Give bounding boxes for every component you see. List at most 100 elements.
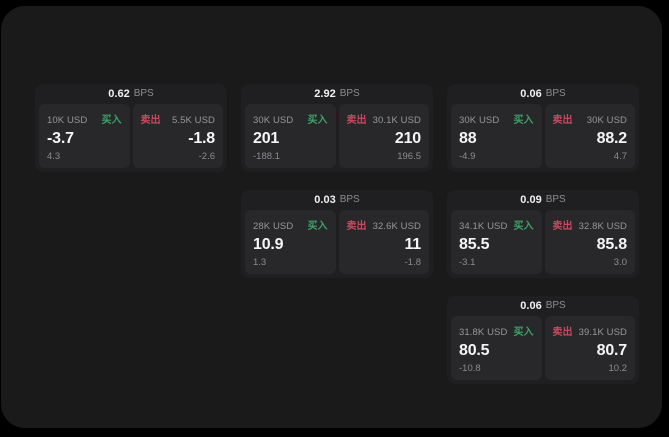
buy-amount: 31.8K USD [459, 327, 508, 338]
buy-price: 201 [253, 130, 280, 147]
sell-amount: 30.1K USD [372, 115, 421, 126]
sell-side-label: 卖出 [552, 115, 573, 126]
buy-amount: 28K USD [253, 221, 294, 232]
sell-amount: 32.8K USD [578, 221, 627, 232]
card-body: 10K USD 买入 -3.7 4.3 卖出 5.5K USD -1.8 -2.… [35, 104, 227, 172]
sell-panel[interactable]: 卖出 32.6K USD 11 -1.8 [338, 210, 429, 274]
card-body: 28K USD 买入 10.9 1.3 卖出 32.6K USD 11 -1.8 [241, 210, 433, 278]
sell-delta: -2.6 [198, 151, 215, 162]
buy-delta: -188.1 [253, 151, 280, 162]
sell-panel-top: 卖出 5.5K USD [141, 111, 216, 126]
buy-panel-top: 34.1K USD 买入 [459, 217, 534, 232]
sell-delta: 196.5 [397, 151, 421, 162]
sell-panel[interactable]: 卖出 39.1K USD 80.7 10.2 [544, 316, 635, 380]
buy-side-label: 买入 [307, 221, 328, 232]
sell-amount: 32.6K USD [372, 221, 421, 232]
sell-price: -1.8 [188, 130, 215, 147]
buy-panel-top: 30K USD 买入 [253, 111, 328, 126]
sell-price: 85.8 [596, 236, 628, 253]
sell-panel[interactable]: 卖出 30K USD 88.2 4.7 [544, 104, 635, 168]
buy-price: 80.5 [459, 342, 490, 359]
card-body: 30K USD 买入 88 -4.9 卖出 30K USD 88.2 4.7 [447, 104, 639, 172]
sell-amount: 30K USD [586, 115, 627, 126]
buy-side-label: 买入 [101, 115, 122, 126]
buy-panel[interactable]: 28K USD 买入 10.9 1.3 [245, 210, 336, 274]
card-header: 0.06 BPS [447, 296, 639, 316]
quote-card: 0.62 BPS 10K USD 买入 -3.7 4.3 卖出 5.5K USD… [35, 84, 227, 172]
sell-price: 80.7 [596, 342, 628, 359]
buy-panel[interactable]: 30K USD 买入 201 -188.1 [245, 104, 336, 168]
sell-delta: 10.2 [608, 363, 628, 374]
buy-amount: 10K USD [47, 115, 88, 126]
buy-panel-top: 30K USD 买入 [459, 111, 534, 126]
app-window: 0.62 BPS 10K USD 买入 -3.7 4.3 卖出 5.5K USD… [1, 6, 662, 428]
bps-value: 0.06 [520, 300, 542, 312]
sell-panel-top: 卖出 32.6K USD [347, 217, 422, 232]
sell-price: 11 [404, 236, 421, 253]
sell-side-label: 卖出 [552, 327, 573, 338]
buy-panel[interactable]: 10K USD 买入 -3.7 4.3 [39, 104, 130, 168]
quote-card: 2.92 BPS 30K USD 买入 201 -188.1 卖出 30.1K … [241, 84, 433, 172]
card-body: 34.1K USD 买入 85.5 -3.1 卖出 32.8K USD 85.8… [447, 210, 639, 278]
buy-price: 85.5 [459, 236, 490, 253]
sell-delta: 4.7 [613, 151, 627, 162]
bps-unit-label: BPS [133, 88, 154, 99]
buy-panel-top: 28K USD 买入 [253, 217, 328, 232]
cards-grid: 0.62 BPS 10K USD 买入 -3.7 4.3 卖出 5.5K USD… [35, 84, 639, 384]
sell-panel-top: 卖出 30K USD [553, 111, 628, 126]
sell-panel-top: 卖出 30.1K USD [347, 111, 422, 126]
bps-value: 0.09 [520, 194, 542, 206]
sell-panel[interactable]: 卖出 32.8K USD 85.8 3.0 [544, 210, 635, 274]
quote-card: 0.06 BPS 31.8K USD 买入 80.5 -10.8 卖出 39.1… [447, 296, 639, 384]
bps-unit-label: BPS [339, 194, 360, 205]
buy-delta: -3.1 [459, 257, 476, 268]
card-header: 0.62 BPS [35, 84, 227, 104]
buy-delta: -4.9 [459, 151, 476, 162]
card-header: 0.06 BPS [447, 84, 639, 104]
buy-panel[interactable]: 31.8K USD 买入 80.5 -10.8 [451, 316, 542, 380]
buy-amount: 30K USD [253, 115, 294, 126]
bps-value: 0.03 [314, 194, 336, 206]
bps-unit-label: BPS [545, 194, 566, 205]
bps-unit-label: BPS [339, 88, 360, 99]
bps-unit-label: BPS [545, 300, 566, 311]
sell-price: 210 [394, 130, 421, 147]
card-body: 31.8K USD 买入 80.5 -10.8 卖出 39.1K USD 80.… [447, 316, 639, 384]
buy-amount: 34.1K USD [459, 221, 508, 232]
buy-delta: 4.3 [47, 151, 61, 162]
bps-unit-label: BPS [545, 88, 566, 99]
sell-amount: 39.1K USD [578, 327, 627, 338]
quote-card: 0.09 BPS 34.1K USD 买入 85.5 -3.1 卖出 32.8K… [447, 190, 639, 278]
buy-side-label: 买入 [513, 115, 534, 126]
buy-side-label: 买入 [513, 327, 534, 338]
card-header: 0.09 BPS [447, 190, 639, 210]
sell-side-label: 卖出 [552, 221, 573, 232]
bps-value: 0.06 [520, 88, 542, 100]
card-header: 0.03 BPS [241, 190, 433, 210]
sell-panel[interactable]: 卖出 30.1K USD 210 196.5 [338, 104, 429, 168]
sell-side-label: 卖出 [140, 115, 161, 126]
buy-delta: 1.3 [253, 257, 267, 268]
sell-delta: -1.8 [404, 257, 421, 268]
buy-panel-top: 31.8K USD 买入 [459, 323, 534, 338]
sell-side-label: 卖出 [346, 221, 367, 232]
sell-side-label: 卖出 [346, 115, 367, 126]
sell-delta: 3.0 [613, 257, 627, 268]
sell-panel[interactable]: 卖出 5.5K USD -1.8 -2.6 [132, 104, 223, 168]
quote-card: 0.06 BPS 30K USD 买入 88 -4.9 卖出 30K USD 8… [447, 84, 639, 172]
buy-price: 10.9 [253, 236, 284, 253]
buy-price: 88 [459, 130, 477, 147]
buy-price: -3.7 [47, 130, 74, 147]
quote-card: 0.03 BPS 28K USD 买入 10.9 1.3 卖出 32.6K US… [241, 190, 433, 278]
card-header: 2.92 BPS [241, 84, 433, 104]
buy-panel[interactable]: 34.1K USD 买入 85.5 -3.1 [451, 210, 542, 274]
bps-value: 0.62 [108, 88, 130, 100]
sell-panel-top: 卖出 32.8K USD [553, 217, 628, 232]
buy-side-label: 买入 [307, 115, 328, 126]
buy-panel-top: 10K USD 买入 [47, 111, 122, 126]
buy-side-label: 买入 [513, 221, 534, 232]
buy-panel[interactable]: 30K USD 买入 88 -4.9 [451, 104, 542, 168]
buy-delta: -10.8 [459, 363, 481, 374]
sell-amount: 5.5K USD [171, 115, 215, 126]
bps-value: 2.92 [314, 88, 336, 100]
